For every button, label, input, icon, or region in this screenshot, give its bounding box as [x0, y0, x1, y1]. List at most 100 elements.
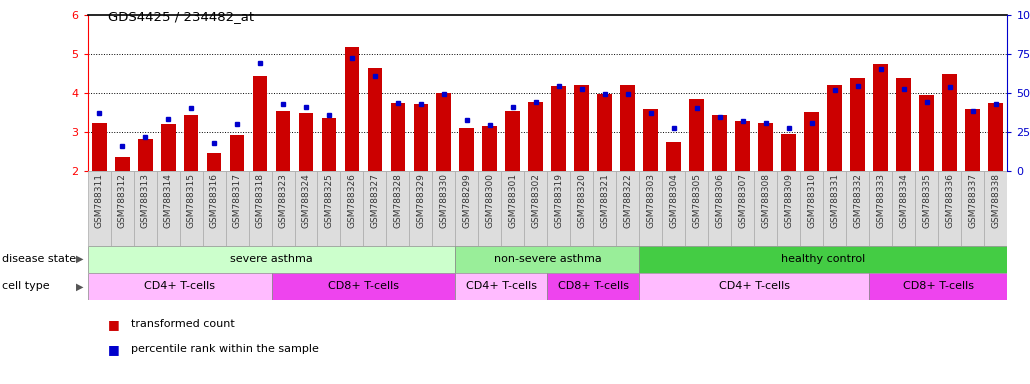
Text: GSM788309: GSM788309 — [785, 173, 793, 228]
Bar — [410, 171, 433, 246]
Bar — [754, 171, 778, 246]
Text: disease state: disease state — [2, 254, 76, 264]
Text: CD4+ T-cells: CD4+ T-cells — [466, 281, 537, 291]
Bar — [662, 171, 685, 246]
Bar — [479, 171, 502, 246]
Bar — [88, 273, 272, 300]
Bar — [364, 171, 386, 246]
Text: GSM788308: GSM788308 — [761, 173, 770, 228]
Text: ▶: ▶ — [76, 254, 83, 264]
Bar — [548, 273, 640, 300]
Text: GSM788306: GSM788306 — [716, 173, 724, 228]
Text: transformed count: transformed count — [131, 319, 235, 329]
Bar — [778, 171, 800, 246]
Bar — [965, 109, 981, 171]
Bar — [575, 84, 589, 171]
Bar — [88, 246, 455, 273]
Bar — [731, 171, 754, 246]
Text: GSM788330: GSM788330 — [440, 173, 448, 228]
Text: GSM788337: GSM788337 — [968, 173, 977, 228]
Bar — [179, 171, 203, 246]
Bar — [272, 273, 455, 300]
Bar — [252, 76, 268, 171]
Text: ■: ■ — [108, 343, 119, 356]
Text: GDS4425 / 234482_at: GDS4425 / 234482_at — [108, 10, 254, 23]
Text: GSM788303: GSM788303 — [647, 173, 655, 228]
Bar — [551, 86, 567, 171]
Text: GSM788322: GSM788322 — [623, 173, 632, 228]
Bar — [413, 104, 428, 171]
Bar — [709, 171, 731, 246]
Bar — [685, 171, 709, 246]
Text: GSM788315: GSM788315 — [186, 173, 196, 228]
Text: GSM788326: GSM788326 — [347, 173, 356, 228]
Text: GSM788299: GSM788299 — [462, 173, 472, 228]
Bar — [571, 171, 593, 246]
Bar — [782, 134, 796, 171]
Bar — [455, 171, 479, 246]
Text: GSM788334: GSM788334 — [899, 173, 908, 228]
Text: GSM788329: GSM788329 — [416, 173, 425, 228]
Bar — [482, 126, 497, 171]
Text: GSM788336: GSM788336 — [946, 173, 955, 228]
Bar — [134, 171, 157, 246]
Bar — [892, 171, 916, 246]
Bar — [873, 64, 888, 171]
Bar — [437, 93, 451, 171]
Bar — [640, 171, 662, 246]
Text: percentile rank within the sample: percentile rank within the sample — [131, 344, 318, 354]
Text: CD8+ T-cells: CD8+ T-cells — [328, 281, 399, 291]
Text: healthy control: healthy control — [782, 254, 865, 264]
Text: GSM788300: GSM788300 — [485, 173, 494, 228]
Text: ■: ■ — [108, 318, 119, 331]
Text: GSM788316: GSM788316 — [209, 173, 218, 228]
Bar — [713, 114, 727, 171]
Text: GSM788332: GSM788332 — [854, 173, 862, 228]
Bar — [114, 157, 130, 171]
Bar — [640, 273, 869, 300]
Bar — [548, 171, 571, 246]
Bar — [295, 171, 317, 246]
Bar — [666, 142, 682, 171]
Bar — [597, 94, 613, 171]
Text: GSM788314: GSM788314 — [164, 173, 173, 228]
Text: GSM788320: GSM788320 — [578, 173, 586, 228]
Text: non-severe asthma: non-severe asthma — [493, 254, 602, 264]
Bar — [985, 171, 1007, 246]
Text: GSM788318: GSM788318 — [255, 173, 265, 228]
Text: CD4+ T-cells: CD4+ T-cells — [719, 281, 790, 291]
Text: GSM788312: GSM788312 — [117, 173, 127, 228]
Bar — [276, 111, 290, 171]
Bar — [616, 171, 640, 246]
Bar — [88, 171, 110, 246]
Text: GSM788321: GSM788321 — [600, 173, 610, 228]
Text: GSM788331: GSM788331 — [830, 173, 839, 228]
Bar — [157, 171, 179, 246]
Bar — [644, 109, 658, 171]
Bar — [827, 84, 843, 171]
Bar — [823, 171, 847, 246]
Bar — [203, 171, 226, 246]
Bar — [207, 153, 221, 171]
Text: GSM788323: GSM788323 — [278, 173, 287, 228]
Bar — [390, 103, 406, 171]
Text: CD8+ T-cells: CD8+ T-cells — [558, 281, 629, 291]
Text: GSM788302: GSM788302 — [531, 173, 541, 228]
Bar — [961, 171, 985, 246]
Bar — [920, 95, 934, 171]
Text: GSM788307: GSM788307 — [739, 173, 748, 228]
Bar — [183, 114, 199, 171]
Bar — [138, 139, 152, 171]
Text: GSM788328: GSM788328 — [393, 173, 403, 228]
Bar — [230, 135, 244, 171]
Text: GSM788338: GSM788338 — [991, 173, 1000, 228]
Text: CD4+ T-cells: CD4+ T-cells — [144, 281, 215, 291]
Bar — [689, 99, 705, 171]
Bar — [317, 171, 341, 246]
Bar — [847, 171, 869, 246]
Bar — [433, 171, 455, 246]
Text: GSM788335: GSM788335 — [922, 173, 931, 228]
Text: ▶: ▶ — [76, 281, 83, 291]
Text: cell type: cell type — [2, 281, 49, 291]
Text: GSM788325: GSM788325 — [324, 173, 334, 228]
